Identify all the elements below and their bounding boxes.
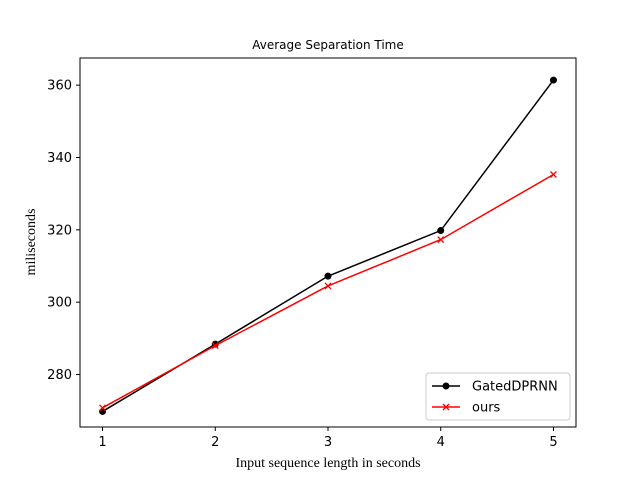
x-tick-label: 4 [437, 435, 445, 450]
x-axis-label: Input sequence length in seconds [235, 456, 420, 471]
chart-title: Average Separation Time [252, 38, 404, 52]
series-line [102, 79, 555, 413]
data-point [549, 171, 557, 178]
y-tick-label: 300 [47, 296, 72, 311]
series-layer [99, 76, 557, 415]
x-tick-label: 1 [98, 435, 106, 450]
x-marker-stroke [324, 282, 332, 290]
legend: GatedDPRNN ours [425, 372, 571, 421]
legend-marker [442, 382, 450, 390]
x-tick-label: 2 [211, 435, 219, 450]
y-tick-label: 320 [47, 223, 72, 238]
x-axis: 1 2 3 4 5 [98, 427, 558, 450]
x-tick-label: 5 [549, 435, 557, 450]
x-marker-stroke [442, 403, 450, 411]
legend-item: GatedDPRNN [432, 380, 558, 395]
data-point [324, 272, 332, 280]
legend-label: GatedDPRNN [472, 380, 558, 395]
series-0 [99, 76, 557, 415]
series-1 [99, 171, 557, 412]
plot-frame [79, 57, 577, 428]
legend-label: ours [472, 401, 501, 416]
data-point [99, 404, 107, 412]
x-marker-stroke [211, 342, 219, 350]
x-tick-label: 3 [324, 435, 332, 450]
x-marker-stroke [99, 404, 107, 412]
x-marker-stroke [437, 236, 445, 244]
legend-box [425, 372, 571, 421]
legend-marker [442, 403, 450, 411]
legend-item: ours [432, 401, 501, 416]
y-tick-label: 340 [47, 151, 72, 166]
data-point [437, 227, 445, 235]
data-point [211, 342, 219, 350]
data-point [324, 282, 332, 290]
data-point [549, 76, 557, 84]
x-marker-stroke [549, 171, 557, 178]
y-tick-label: 360 [47, 79, 72, 94]
y-axis-label: miliseconds [24, 209, 39, 276]
plot-area: 1 2 3 4 5 280 300 320 340 360 [47, 57, 577, 450]
y-axis: 280 300 320 340 360 [47, 79, 80, 383]
data-point [437, 236, 445, 244]
y-tick-label: 280 [47, 368, 72, 383]
